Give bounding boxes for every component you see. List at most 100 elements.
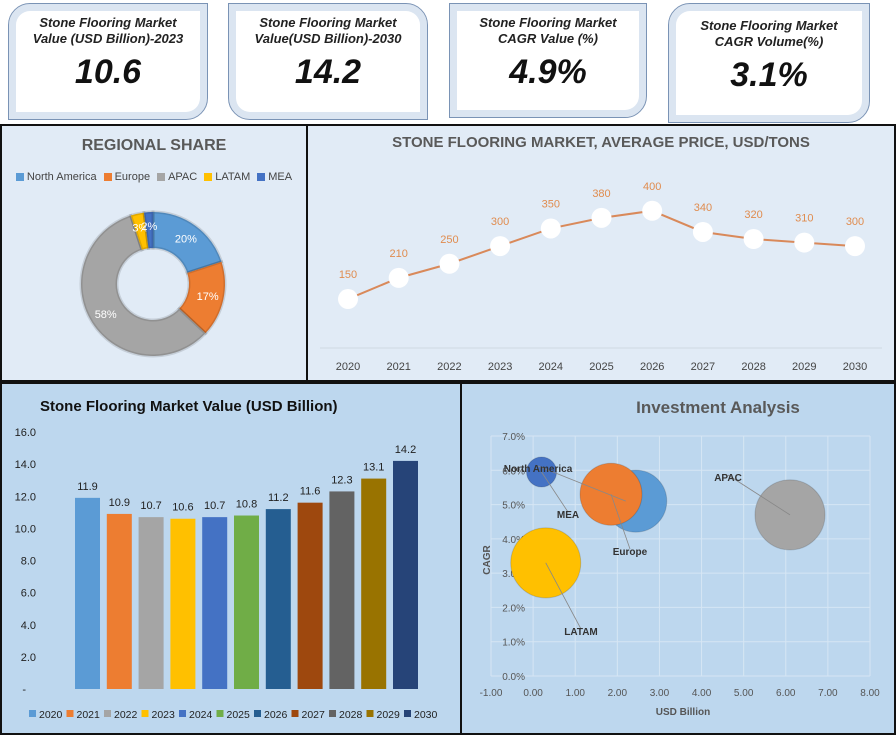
- donut-slice: [128, 210, 151, 252]
- legend-swatch: [15, 173, 24, 181]
- y-tick-label: 12.0: [15, 491, 36, 503]
- bar: [234, 515, 259, 689]
- investment-analysis-panel: Investment Analysis 0.0%1.0%2.0%3.0%4.0%…: [460, 382, 896, 735]
- data-label: 340: [694, 202, 712, 214]
- y-tick-label: 6.0%: [502, 466, 525, 477]
- bubble-label: North America: [504, 464, 573, 475]
- bar-value-label: 11.6: [300, 486, 321, 498]
- x-tick-label: 2021: [386, 361, 410, 373]
- x-axis-title: USD Billion: [656, 707, 710, 718]
- data-point: [794, 232, 815, 253]
- investment-bubble-chart: 0.0%1.0%2.0%3.0%4.0%5.0%6.0%7.0%-1.000.0…: [480, 432, 881, 718]
- kpi-title: Stone Flooring Market Value(USD Billion)…: [254, 15, 402, 46]
- x-tick-label: 2029: [792, 361, 816, 373]
- bar-value-label: 14.2: [395, 444, 416, 456]
- y-tick-label: -: [22, 684, 26, 696]
- kpi-title: Stone Flooring Market CAGR Value (%): [479, 15, 617, 46]
- kpi-value: 3.1%: [730, 56, 808, 94]
- legend-label: LATAM: [215, 171, 251, 183]
- bar-value-label: 11.2: [268, 492, 289, 504]
- regional-share-panel: REGIONAL SHARE North America Europe APAC LA…: [0, 124, 308, 382]
- data-point: [540, 218, 561, 239]
- leader-line: [541, 471, 569, 513]
- data-label: 300: [491, 216, 509, 228]
- bar-value-label: 10.9: [109, 497, 130, 509]
- data-point: [692, 221, 713, 242]
- data-label: 250: [440, 234, 458, 246]
- bar: [393, 460, 418, 689]
- bubble-label: MEA: [557, 510, 579, 521]
- slice-label: 20%: [175, 234, 197, 246]
- donut-chart: 20% 17% 58% 3%2%: [79, 210, 227, 358]
- legend-swatch: [204, 173, 213, 181]
- data-point: [388, 267, 409, 288]
- legend-swatch: [216, 710, 224, 717]
- x-tick-label: 7.00: [818, 688, 838, 699]
- legend-label: 2020: [39, 709, 63, 721]
- legend-swatch: [366, 710, 374, 717]
- data-label: 210: [390, 248, 408, 260]
- legend-label: 2028: [339, 709, 363, 721]
- legend-item: Europe: [103, 171, 150, 183]
- x-tick-label: 5.00: [734, 688, 754, 699]
- data-point: [591, 207, 612, 228]
- data-label: 300: [846, 216, 864, 228]
- price-line-chart: 150 2020 210 2021 250 2022 300 2023 350 2024 380 20…: [320, 181, 882, 373]
- data-label: 400: [643, 181, 661, 193]
- legend-label: North America: [26, 171, 97, 183]
- slice-label: 17%: [197, 291, 219, 303]
- chart-title: Investment Analysis: [636, 398, 800, 417]
- x-tick-label: 4.00: [692, 688, 712, 699]
- bubble: [579, 462, 643, 526]
- bubble-label: Europe: [613, 547, 648, 558]
- data-label: 320: [744, 209, 762, 221]
- legend-label: 2026: [264, 709, 288, 721]
- x-tick-label: 2023: [488, 361, 512, 373]
- legend-label: 2025: [227, 709, 251, 721]
- bar: [138, 517, 164, 689]
- legend-swatch: [103, 173, 112, 181]
- kpi-card-cagr-volume: Stone Flooring Market CAGR Volume(%) 3.1…: [668, 3, 870, 123]
- legend-item: North America: [15, 171, 97, 183]
- y-axis-title: CAGR: [482, 545, 493, 575]
- x-tick-label: 2025: [589, 361, 613, 373]
- bar: [170, 518, 196, 689]
- bar-value-label: 12.3: [331, 474, 352, 486]
- chart-legend: North America Europe APAC LATAM MEA: [2, 171, 306, 183]
- leader-line: [727, 474, 791, 516]
- x-tick-label: 2022: [437, 361, 461, 373]
- legend-label: 2023: [152, 709, 176, 721]
- legend-label: 2027: [302, 709, 326, 721]
- x-tick-label: 3.00: [650, 688, 670, 699]
- y-tick-label: 6.0: [21, 588, 36, 600]
- bar: [202, 517, 228, 689]
- y-tick-label: 0.0%: [502, 672, 525, 683]
- data-point: [845, 236, 865, 257]
- legend-swatch: [329, 710, 336, 717]
- x-tick-label: 2027: [691, 361, 715, 373]
- kpi-card-cagr-value: Stone Flooring Market CAGR Value (%) 4.9…: [449, 3, 647, 118]
- leader-line: [610, 494, 631, 550]
- legend-swatch: [157, 173, 166, 181]
- legend-swatch: [66, 710, 74, 717]
- bar-value-label: 13.1: [363, 462, 384, 474]
- x-tick-label: 2026: [640, 361, 664, 373]
- legend-swatch: [404, 710, 411, 717]
- kpi-card-value-2030: Stone Flooring Market Value(USD Billion)…: [228, 3, 428, 120]
- leader-line: [545, 562, 582, 630]
- legend-label: 2024: [189, 709, 213, 721]
- x-tick-label: 0.00: [523, 688, 543, 699]
- legend-label: MEA: [268, 171, 293, 183]
- bar-value-label: 10.7: [140, 500, 161, 512]
- y-tick-label: 2.0%: [502, 603, 525, 614]
- bubble: [526, 456, 558, 488]
- kpi-value: 4.9%: [509, 53, 587, 91]
- legend-swatch: [254, 710, 261, 717]
- y-tick-label: 5.0%: [502, 501, 525, 512]
- bar-value-label: 10.6: [172, 502, 193, 514]
- data-point: [490, 236, 511, 257]
- legend-item: LATAM: [204, 171, 250, 183]
- bar: [361, 478, 387, 689]
- bar: [106, 513, 132, 689]
- legend-label: 2022: [114, 709, 138, 721]
